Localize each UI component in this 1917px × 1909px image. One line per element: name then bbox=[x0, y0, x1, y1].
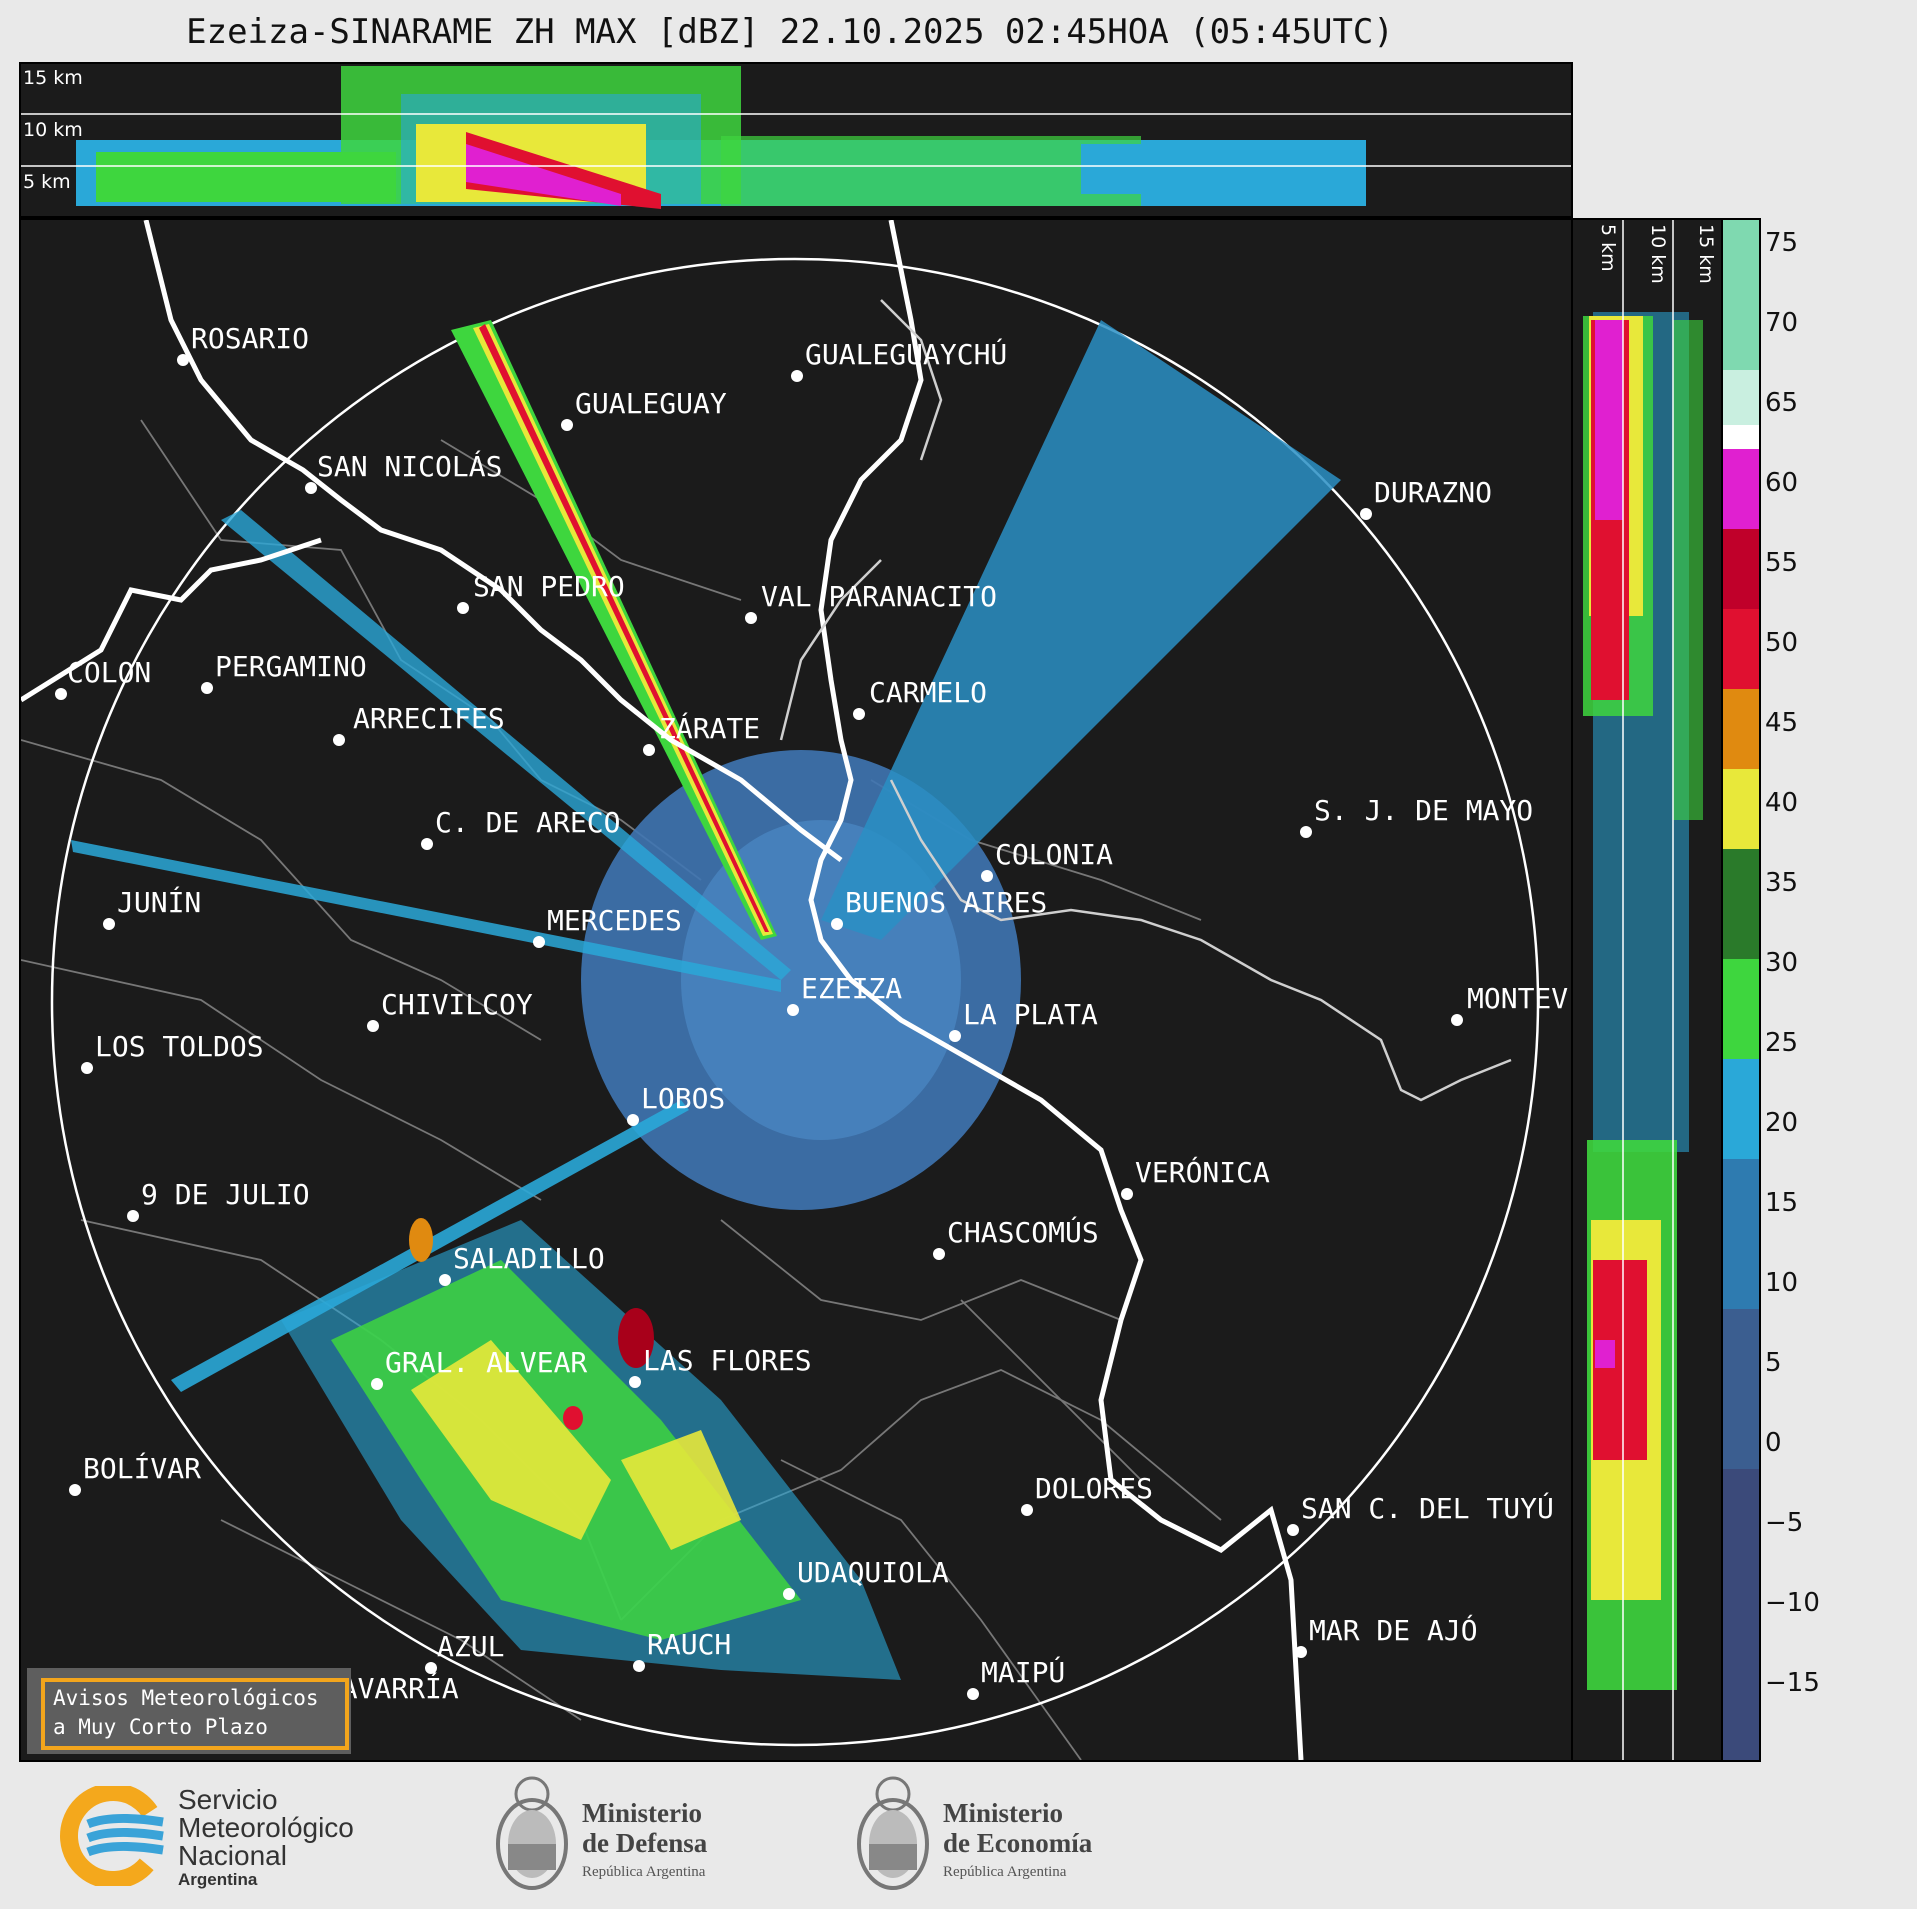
colorbar-tick: 70 bbox=[1765, 308, 1799, 338]
colorbar-tick: 30 bbox=[1765, 948, 1799, 978]
city-label: GRAL. ALVEAR bbox=[385, 1346, 588, 1379]
city-label: VERÓNICA bbox=[1135, 1156, 1270, 1189]
city-label: CHIVILCOY bbox=[381, 988, 533, 1021]
colorbar-tick: 5 bbox=[1765, 1348, 1782, 1378]
city-label: ARRECIFES bbox=[353, 702, 505, 735]
colorbar-tick: 35 bbox=[1765, 868, 1799, 898]
city-label: CHASCOMÚS bbox=[947, 1216, 1099, 1249]
economia-logo: Ministerio de Economía República Argenti… bbox=[855, 1772, 1115, 1902]
smn-line3: Nacional bbox=[178, 1840, 287, 1871]
aviso-line2: a Muy Corto Plazo bbox=[53, 1715, 268, 1739]
city-label: JUNÍN bbox=[117, 886, 202, 919]
side-height-label-10km: 10 km bbox=[1647, 224, 1669, 284]
city-label: CARMELO bbox=[869, 676, 988, 709]
city-label: COLONIA bbox=[995, 838, 1114, 871]
colorbar-tick: 55 bbox=[1765, 548, 1799, 578]
economia-line3: República Argentina bbox=[943, 1864, 1067, 1880]
height-label-15km: 15 km bbox=[23, 67, 83, 89]
aviso-overlay[interactable]: Avisos Meteorológicos a Muy Corto Plazo bbox=[27, 1668, 351, 1754]
city-label: MONTEV bbox=[1467, 982, 1569, 1015]
height-label-10km: 10 km bbox=[23, 119, 83, 141]
city-label: SALADILLO bbox=[453, 1242, 605, 1275]
city-label: VAL PARANACITO bbox=[761, 580, 998, 613]
city-label: LOBOS bbox=[641, 1082, 726, 1115]
top-cross-section-echoes bbox=[21, 66, 1571, 209]
colorbar-tick: 20 bbox=[1765, 1108, 1799, 1138]
aviso-line1: Avisos Meteorológicos bbox=[53, 1686, 319, 1710]
smn-logo-icon bbox=[60, 1786, 166, 1886]
city-label: BOLÍVAR bbox=[83, 1452, 202, 1485]
side-height-label-5km: 5 km bbox=[1597, 224, 1619, 272]
smn-line2: Meteorológico bbox=[178, 1812, 354, 1843]
coat-of-arms-icon bbox=[496, 1776, 568, 1890]
city-label: LAS FLORES bbox=[643, 1344, 812, 1377]
city-label: LOS TOLDOS bbox=[95, 1030, 264, 1063]
colorbar-tick: 0 bbox=[1765, 1428, 1782, 1458]
smn-line4: Argentina bbox=[178, 1870, 258, 1889]
defensa-line2: de Defensa bbox=[582, 1828, 708, 1858]
smn-logo: Servicio Meteorológico Nacional Argentin… bbox=[58, 1784, 388, 1889]
defensa-logo: Ministerio de Defensa República Argentin… bbox=[494, 1772, 754, 1902]
city-label: BUENOS AIRES bbox=[845, 886, 1048, 919]
radar-map: ROSARIO GUALEGUAYCHÚ GUALEGUAY SAN NICOL… bbox=[19, 218, 1573, 1762]
city-label: MAR DE AJÓ bbox=[1309, 1614, 1478, 1647]
colorbar-tick: 45 bbox=[1765, 708, 1799, 738]
economia-line2: de Economía bbox=[943, 1828, 1093, 1858]
city-label: SAN C. DEL TUYÚ bbox=[1301, 1492, 1554, 1525]
colorbar-tick: −5 bbox=[1765, 1508, 1804, 1538]
city-label: AZUL bbox=[437, 1630, 505, 1663]
defensa-line3: República Argentina bbox=[582, 1864, 706, 1880]
city-label: EZEIZA bbox=[801, 972, 903, 1005]
side-height-label-15km: 15 km bbox=[1695, 224, 1717, 284]
city-label: S. J. DE MAYO bbox=[1314, 794, 1534, 827]
city-label: ROSARIO bbox=[191, 322, 310, 355]
coat-of-arms-icon bbox=[857, 1776, 929, 1890]
colorbar-tick: −10 bbox=[1765, 1588, 1820, 1618]
city-label: GUALEGUAY bbox=[575, 387, 727, 420]
chart-title: Ezeiza-SINARAME ZH MAX [dBZ] 22.10.2025 … bbox=[186, 12, 1394, 52]
city-label: GUALEGUAYCHÚ bbox=[805, 338, 1008, 371]
city-label: C. DE ARECO bbox=[435, 806, 621, 839]
colorbar-tick: 25 bbox=[1765, 1028, 1799, 1058]
city-label: 9 DE JULIO bbox=[141, 1178, 310, 1211]
dbz-colorbar bbox=[1721, 218, 1761, 1762]
city-label: DOLORES bbox=[1035, 1472, 1154, 1505]
city-label: RAUCH bbox=[647, 1628, 732, 1661]
colorbar-tick: 50 bbox=[1765, 628, 1799, 658]
colorbar-tick: 75 bbox=[1765, 228, 1799, 258]
economia-line1: Ministerio bbox=[943, 1798, 1063, 1828]
colorbar-tick: 10 bbox=[1765, 1268, 1799, 1298]
city-label: PERGAMINO bbox=[215, 650, 367, 683]
dbz-colorbar-gradient bbox=[1723, 220, 1759, 1760]
colorbar-tick: −15 bbox=[1765, 1668, 1820, 1698]
city-label: SAN PEDRO bbox=[473, 570, 625, 603]
side-cross-section-echoes bbox=[1583, 220, 1703, 1760]
radar-map-drawing bbox=[21, 220, 1540, 1760]
side-cross-section: 5 km 10 km 15 km bbox=[1571, 218, 1723, 1762]
colorbar-tick: 40 bbox=[1765, 788, 1799, 818]
top-cross-section: 15 km 10 km 5 km bbox=[19, 62, 1573, 218]
city-label: UDAQUIOLA bbox=[797, 1556, 949, 1589]
city-label: ZÁRATE bbox=[659, 712, 761, 745]
city-label: MERCEDES bbox=[547, 904, 682, 937]
city-label: SAN NICOLÁS bbox=[317, 450, 503, 483]
city-label: MAIPÚ bbox=[981, 1656, 1066, 1689]
smn-line1: Servicio bbox=[178, 1784, 278, 1815]
height-label-5km: 5 km bbox=[23, 171, 71, 193]
colorbar-tick: 65 bbox=[1765, 388, 1799, 418]
aviso-box[interactable]: Avisos Meteorológicos a Muy Corto Plazo bbox=[41, 1678, 349, 1750]
colorbar-tick: 15 bbox=[1765, 1188, 1799, 1218]
defensa-line1: Ministerio bbox=[582, 1798, 702, 1828]
city-label: COLON bbox=[67, 656, 152, 689]
colorbar-tick: 60 bbox=[1765, 468, 1799, 498]
city-label: LA PLATA bbox=[963, 998, 1098, 1031]
city-label: DURAZNO bbox=[1374, 476, 1493, 509]
